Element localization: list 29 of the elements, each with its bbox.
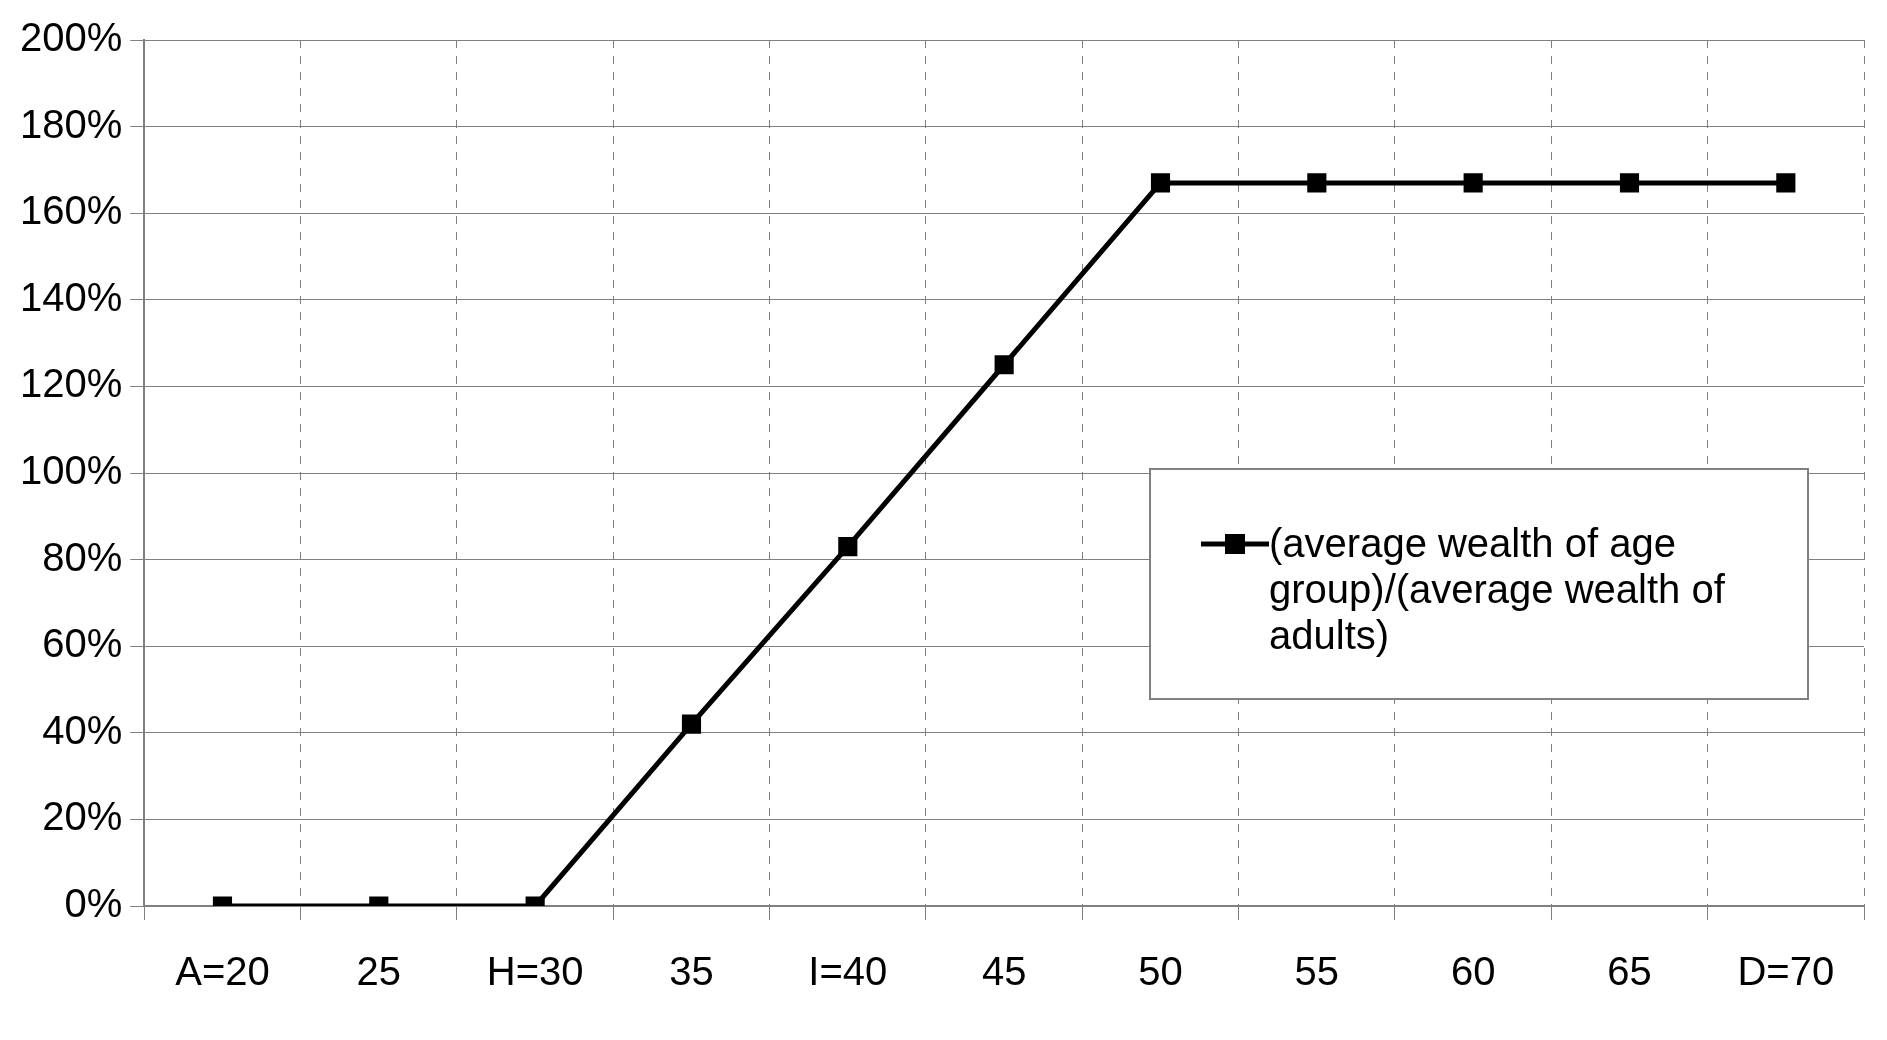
x-tick-label: I=40 <box>808 949 888 994</box>
y-tick-label: 20% <box>42 794 123 839</box>
point <box>994 355 1014 375</box>
y-tick-label: 40% <box>42 707 123 752</box>
x-tick-label: 65 <box>1607 949 1652 994</box>
x-tick-label: D=70 <box>1737 949 1835 994</box>
x-tick-label: 45 <box>981 949 1027 994</box>
point <box>1150 173 1171 193</box>
y-tick-label: 100% <box>19 448 123 493</box>
legend-label: (average wealth of age group)/(average wealth of adults) <box>1269 520 1726 658</box>
y-tick-label: 200% <box>19 15 123 60</box>
y-tick-label: 80% <box>42 534 123 579</box>
point <box>1619 173 1640 193</box>
y-tick-label: 160% <box>19 188 123 233</box>
x-tick-label: A=20 <box>175 949 270 994</box>
x-tick-label: 25 <box>356 949 402 994</box>
x-tick-label: H=30 <box>486 949 584 994</box>
y-tick-label: 120% <box>19 361 123 406</box>
x-tick-label: 60 <box>1450 949 1496 994</box>
y-tick-label: 60% <box>42 621 123 666</box>
x-tick-label: 35 <box>669 949 714 994</box>
y-tick-label: 140% <box>19 274 123 319</box>
point <box>1776 173 1796 193</box>
point <box>1463 173 1483 193</box>
point <box>1307 173 1327 193</box>
y-tick-label: 0% <box>64 881 123 926</box>
x-tick-label: 55 <box>1294 949 1340 994</box>
y-tick-label: 180% <box>19 101 123 146</box>
x-tick-label: 50 <box>1138 949 1183 994</box>
